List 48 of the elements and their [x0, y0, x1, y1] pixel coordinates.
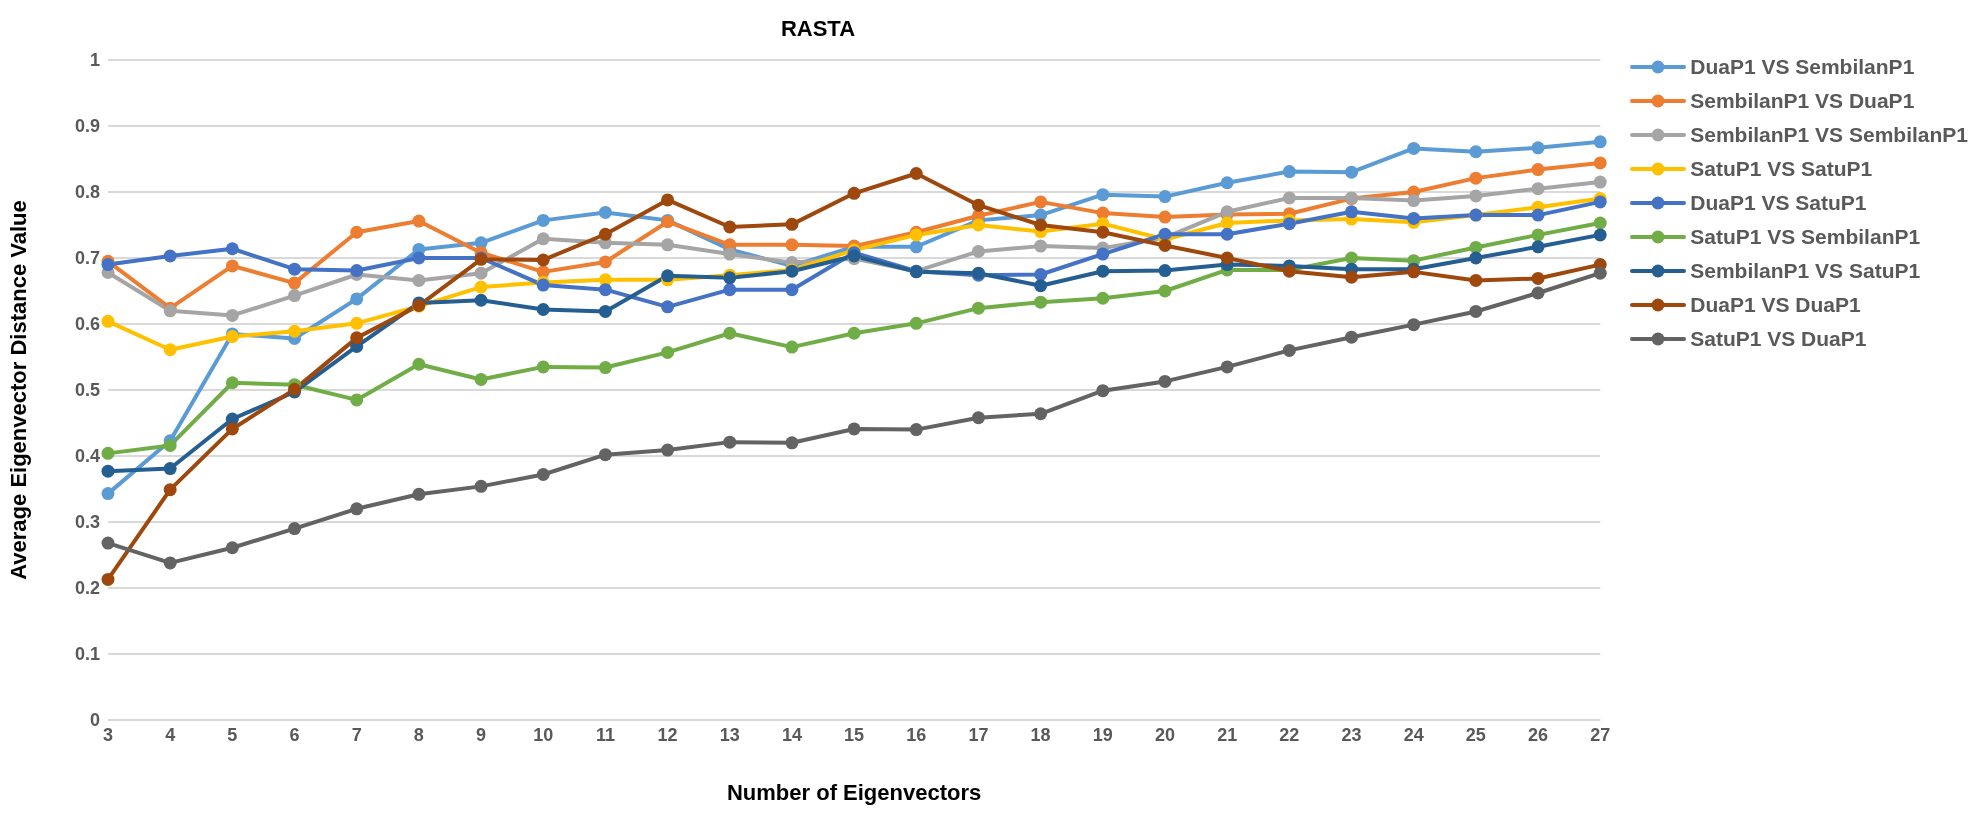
x-tick-label: 20: [1154, 724, 1175, 745]
x-tick-label: 9: [476, 724, 487, 745]
y-tick-label: 0.9: [74, 116, 100, 137]
legend-label: SembilanP1 VS SatuP1: [1690, 259, 1921, 283]
x-tick-label: 14: [781, 724, 802, 745]
legend-label: DuaP1 VS DuaP1: [1690, 293, 1861, 317]
legend-label: SatuP1 VS SembilanP1: [1690, 225, 1921, 249]
x-tick-label: 21: [1217, 724, 1238, 745]
y-tick-label: 0.1: [74, 644, 100, 665]
x-tick-label: 16: [906, 724, 927, 745]
x-tick-label: 27: [1590, 724, 1611, 745]
legend-label: SembilanP1 VS SembilanP1: [1690, 123, 1968, 147]
chart-title: RASTA: [779, 15, 857, 43]
x-tick-label: 17: [968, 724, 989, 745]
y-tick-label: 0.7: [74, 248, 100, 269]
x-tick-label: 13: [719, 724, 740, 745]
y-tick-label: 0.2: [74, 578, 100, 599]
y-tick-label: 0.3: [74, 512, 100, 533]
y-tick-label: 0.8: [74, 182, 100, 203]
y-tick-label: 1: [89, 50, 100, 71]
y-tick-label: 0.4: [74, 446, 100, 467]
x-tick-label: 11: [595, 724, 615, 745]
x-tick-label: 23: [1341, 724, 1362, 745]
x-tick-label: 7: [351, 724, 362, 745]
x-tick-label: 3: [102, 724, 114, 745]
x-tick-label: 10: [533, 724, 554, 745]
x-tick-label: 6: [289, 724, 300, 745]
x-axis-title: Number of Eigenvectors: [726, 780, 982, 805]
x-tick-label: 4: [165, 724, 176, 745]
x-tick-label: 5: [227, 724, 238, 745]
x-tick-label: 25: [1465, 724, 1486, 745]
y-tick-label: 0.6: [74, 314, 100, 335]
x-tick-label: 26: [1528, 724, 1549, 745]
legend-label: DuaP1 VS SembilanP1: [1690, 55, 1915, 79]
x-tick-label: 12: [657, 724, 678, 745]
legend-label: SembilanP1 VS DuaP1: [1690, 89, 1915, 113]
x-tick-label: 22: [1279, 724, 1300, 745]
x-tick-label: 15: [844, 724, 865, 745]
x-tick-label: 8: [413, 724, 424, 745]
legend-label: DuaP1 VS SatuP1: [1690, 191, 1867, 215]
x-tick-label: 24: [1403, 724, 1424, 745]
legend-label: SatuP1 VS SatuP1: [1690, 157, 1873, 181]
y-tick-label: 0: [89, 710, 100, 731]
x-tick-label: 18: [1030, 724, 1051, 745]
y-tick-label: 0.5: [74, 380, 100, 401]
legend-label: SatuP1 VS DuaP1: [1690, 327, 1867, 351]
y-axis-title: Average Eigenvector Distance Value: [5, 200, 31, 580]
x-tick-label: 19: [1092, 724, 1113, 745]
